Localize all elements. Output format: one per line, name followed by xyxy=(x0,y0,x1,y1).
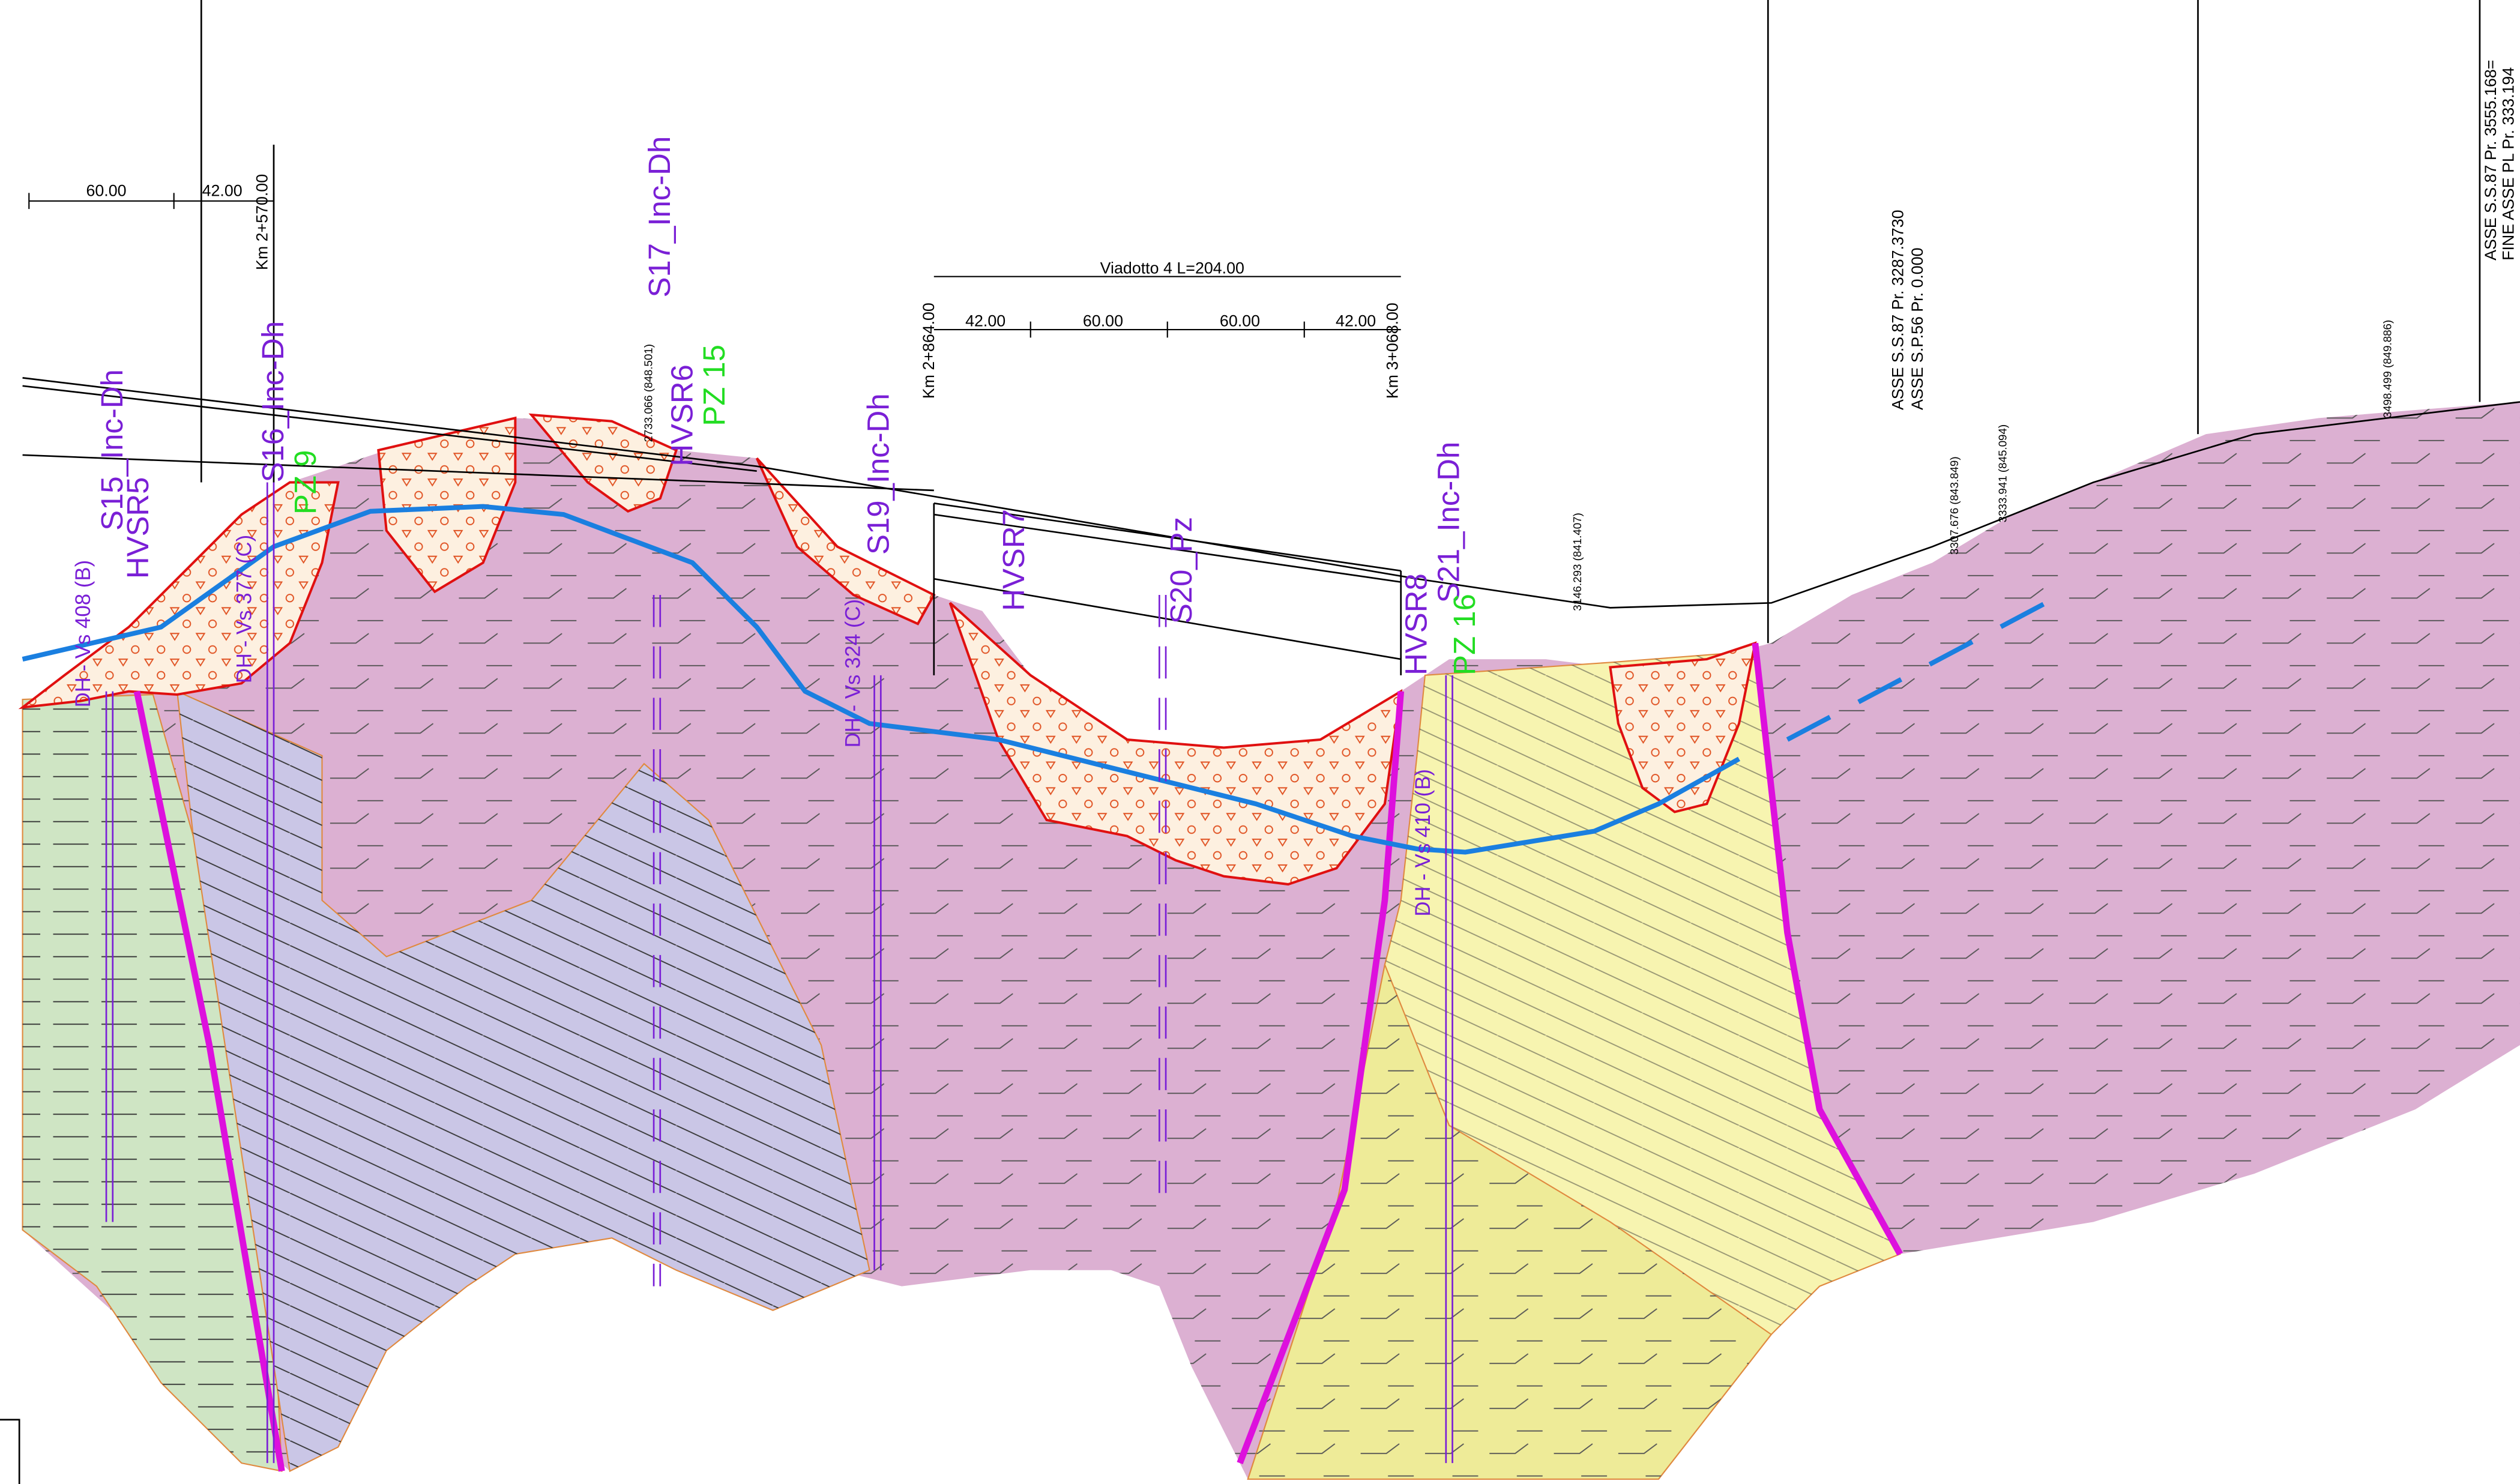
survey-point: 2733.066 (848.501) xyxy=(642,344,654,442)
dimension: 60.00 xyxy=(1220,312,1260,330)
dimension: 60.00 xyxy=(86,182,126,200)
station: Km 2+570.00 xyxy=(253,174,271,270)
survey-point: 3498.499 (849.886) xyxy=(2381,320,2393,418)
borehole-label: S16_Inc-Dh xyxy=(256,321,290,483)
dimension: 60.00 xyxy=(1083,312,1123,330)
cross-section: 60.00 42.00 Viadotto 4 L=204.00 42.00 60… xyxy=(0,0,2520,1484)
borehole-label: DH - Vs 410 (B) xyxy=(1411,769,1435,917)
borehole-label: S19_Inc-Dh xyxy=(861,393,896,555)
station: Km 3+068.00 xyxy=(1383,303,1401,399)
dimension: 42.00 xyxy=(965,312,1005,330)
borehole-label: DH - Vs 324 (C) xyxy=(841,599,864,748)
borehole-label: HVSR6 xyxy=(665,364,699,466)
survey-point: 3146.293 (841.407) xyxy=(1571,513,1584,611)
borehole-label: S21_Inc-Dh xyxy=(1431,442,1465,603)
borehole-label: DH - Vs 408 (B) xyxy=(71,560,95,708)
borehole-label: DH - Vs 377 (C) xyxy=(232,535,256,684)
survey-point: 3333.941 (845.094) xyxy=(1996,424,2009,523)
piezometer-label: PZ 16 xyxy=(1447,594,1482,675)
borehole-label: HVSR7 xyxy=(996,509,1031,611)
axis-note: FINE ASSE PL Pr. 333.194 xyxy=(2499,67,2517,261)
axis-note: ASSE S.S.87 Pr. 3287.3730 xyxy=(1889,210,1907,409)
borehole-label: S20_Pz xyxy=(1164,517,1198,624)
survey-point: 3307.676 (843.849) xyxy=(1948,456,1961,555)
piezometer-label: PZ 9 xyxy=(288,450,322,514)
dimension: 42.00 xyxy=(202,182,243,200)
dimension: 42.00 xyxy=(1336,312,1376,330)
axis-note: ASSE S.P.56 Pr. 0.000 xyxy=(1908,248,1926,410)
borehole-label: HVSR8 xyxy=(1399,573,1433,675)
dimension: Viadotto 4 L=204.00 xyxy=(1100,259,1244,277)
station: Km 2+864.00 xyxy=(920,303,938,399)
borehole-label: HVSR5 xyxy=(121,477,155,579)
axis-note: ASSE S.S.87 Pr. 3555.168= xyxy=(2482,60,2500,261)
borehole-label: S17_Inc-Dh xyxy=(642,136,677,298)
piezometer-label: PZ 15 xyxy=(697,345,731,426)
